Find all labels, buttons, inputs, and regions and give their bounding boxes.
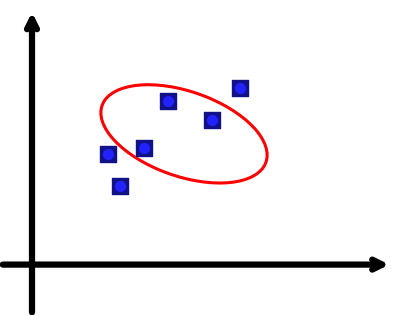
Point: [117, 183, 123, 188]
Point: [165, 98, 171, 103]
Point: [237, 86, 243, 91]
Point: [105, 152, 111, 157]
Point: [105, 152, 111, 157]
Point: [165, 98, 171, 103]
Point: [209, 117, 215, 122]
Point: [141, 146, 147, 151]
Point: [237, 86, 243, 91]
Point: [117, 183, 123, 188]
Point: [209, 117, 215, 122]
Point: [141, 146, 147, 151]
